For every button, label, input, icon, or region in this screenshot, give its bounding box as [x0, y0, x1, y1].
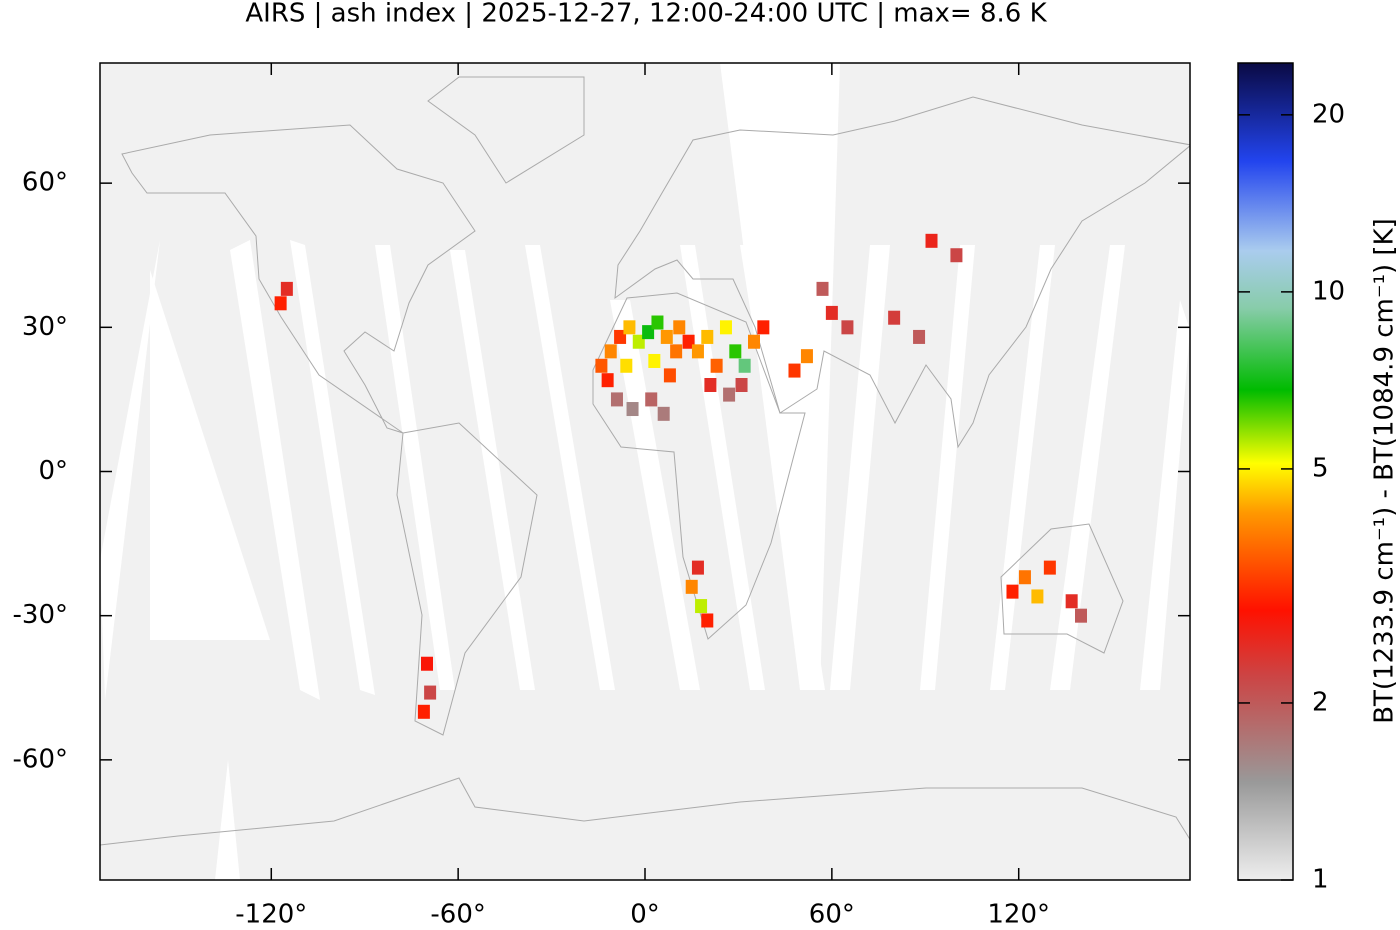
ash-cell	[663, 368, 676, 383]
ash-cell	[651, 315, 664, 330]
chart-title: AIRS | ash index | 2025-12-27, 12:00-24:…	[245, 0, 1047, 29]
ash-cell	[614, 329, 627, 344]
ash-cell	[888, 310, 901, 325]
ash-cell	[701, 613, 714, 628]
ash-cell	[1031, 589, 1044, 604]
colorbar-tick-label: 2	[1312, 687, 1329, 717]
coastlines	[100, 76, 1190, 846]
ash-cell	[729, 344, 742, 359]
x-tick-label: -60°	[430, 900, 485, 930]
ash-cell	[1065, 594, 1078, 609]
ash-cell	[1006, 584, 1019, 599]
ash-cell	[788, 363, 801, 378]
colorbar-tick-label: 1	[1312, 865, 1329, 895]
ash-cell	[604, 344, 617, 359]
ash-cell	[695, 599, 708, 614]
ash-cell	[623, 320, 636, 335]
ash-cell	[632, 334, 645, 349]
ash-cell	[673, 320, 686, 335]
colorbar-tick-label: 20	[1312, 99, 1345, 129]
ash-cell	[950, 248, 963, 263]
ash-cell	[626, 402, 639, 417]
ash-cell	[682, 334, 695, 349]
ash-cell	[723, 387, 736, 402]
ash-cell	[657, 406, 670, 421]
colorbar	[1237, 62, 1294, 881]
ash-cell	[595, 358, 608, 373]
ash-cell	[691, 560, 704, 575]
ash-cell	[660, 329, 673, 344]
ash-cell	[645, 392, 658, 407]
colorbar-tick-label: 5	[1312, 453, 1329, 483]
ash-cell	[738, 358, 751, 373]
ash-cell	[642, 325, 655, 340]
map	[100, 63, 1190, 880]
ash-cell	[925, 233, 938, 248]
ash-cell	[825, 305, 838, 320]
ash-cell	[691, 344, 704, 359]
ash-cells	[274, 233, 1087, 719]
ash-cell	[748, 334, 760, 349]
y-tick-label: 60°	[22, 168, 68, 198]
ash-cell	[648, 353, 661, 368]
ash-cell	[913, 329, 926, 344]
ash-cell	[421, 656, 433, 671]
ash-cell	[701, 329, 714, 344]
ash-cell	[417, 704, 430, 719]
ash-cell	[719, 320, 732, 335]
ash-cell	[1018, 570, 1031, 585]
y-tick-label: -60°	[13, 744, 68, 774]
ash-cell	[757, 320, 770, 335]
ash-cell	[280, 281, 293, 296]
ash-cell	[800, 349, 813, 364]
ash-cell	[1043, 560, 1056, 575]
y-tick-label: -30°	[13, 600, 68, 630]
ash-cell	[704, 377, 717, 392]
ash-cell	[620, 358, 633, 373]
ash-cell	[670, 344, 683, 359]
x-tick-label: 60°	[809, 900, 855, 930]
ash-cell	[1075, 608, 1087, 623]
y-tick-label: 0°	[38, 456, 68, 486]
x-tick-label: -120°	[235, 900, 307, 930]
ash-cell	[274, 296, 287, 311]
ash-cell	[610, 392, 623, 407]
ash-cell	[685, 579, 698, 594]
x-tick-label: 0°	[630, 900, 660, 930]
ash-cell	[601, 373, 614, 388]
ash-cell	[816, 281, 829, 296]
ash-cell	[710, 358, 723, 373]
ash-cell	[735, 377, 748, 392]
swath-gaps	[100, 63, 1190, 880]
x-tick-label: 120°	[987, 900, 1050, 930]
ash-cell	[841, 320, 854, 335]
colorbar-label: BT(1233.9 cm⁻¹) - BT(1084.9 cm⁻¹) [K]	[1370, 218, 1400, 724]
colorbar-tick-label: 10	[1312, 276, 1345, 306]
ash-cell	[424, 685, 437, 700]
y-tick-label: 30°	[22, 312, 68, 342]
